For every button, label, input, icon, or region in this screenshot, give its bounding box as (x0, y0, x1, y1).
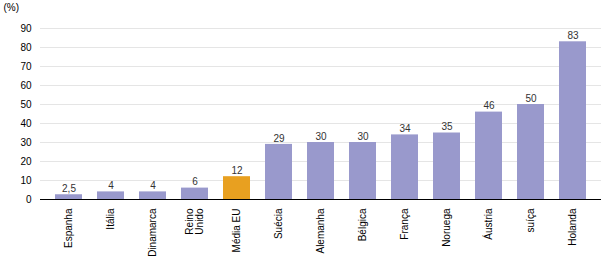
svg-text:2,5: 2,5 (62, 183, 76, 194)
svg-text:4: 4 (108, 180, 114, 191)
svg-text:10: 10 (20, 175, 32, 186)
svg-text:29: 29 (273, 133, 285, 144)
svg-text:Noruega: Noruega (441, 208, 452, 247)
svg-text:0: 0 (26, 194, 32, 205)
svg-text:Áustria: Áustria (482, 208, 494, 240)
svg-text:12: 12 (231, 165, 243, 176)
svg-text:Suécia: Suécia (273, 208, 284, 239)
svg-text:França: França (399, 208, 410, 240)
svg-text:4: 4 (150, 180, 156, 191)
svg-text:suíça: suíça (525, 208, 536, 232)
svg-text:50: 50 (20, 99, 32, 110)
svg-text:Holanda: Holanda (567, 208, 578, 246)
svg-text:Itália: Itália (105, 208, 116, 230)
svg-text:46: 46 (483, 100, 495, 111)
svg-text:34: 34 (399, 123, 411, 134)
svg-text:Espanha: Espanha (63, 208, 74, 248)
svg-text:30: 30 (315, 131, 327, 142)
svg-text:50: 50 (525, 93, 537, 104)
svg-text:30: 30 (20, 137, 32, 148)
svg-text:ReinoUnido: ReinoUnido (184, 208, 205, 235)
svg-text:Média EU: Média EU (231, 209, 242, 253)
svg-text:40: 40 (20, 118, 32, 129)
svg-text:60: 60 (20, 80, 32, 91)
svg-text:83: 83 (567, 30, 579, 41)
svg-text:35: 35 (441, 121, 453, 132)
svg-text:30: 30 (357, 131, 369, 142)
svg-text:90: 90 (20, 23, 32, 34)
svg-text:80: 80 (20, 42, 32, 53)
svg-text:Dinamarca: Dinamarca (147, 208, 158, 257)
svg-text:6: 6 (192, 176, 198, 187)
svg-text:(%): (%) (4, 2, 20, 13)
svg-text:Bélgica: Bélgica (357, 208, 368, 241)
svg-text:Alemanha: Alemanha (315, 208, 326, 253)
svg-text:20: 20 (20, 156, 32, 167)
svg-text:70: 70 (20, 61, 32, 72)
